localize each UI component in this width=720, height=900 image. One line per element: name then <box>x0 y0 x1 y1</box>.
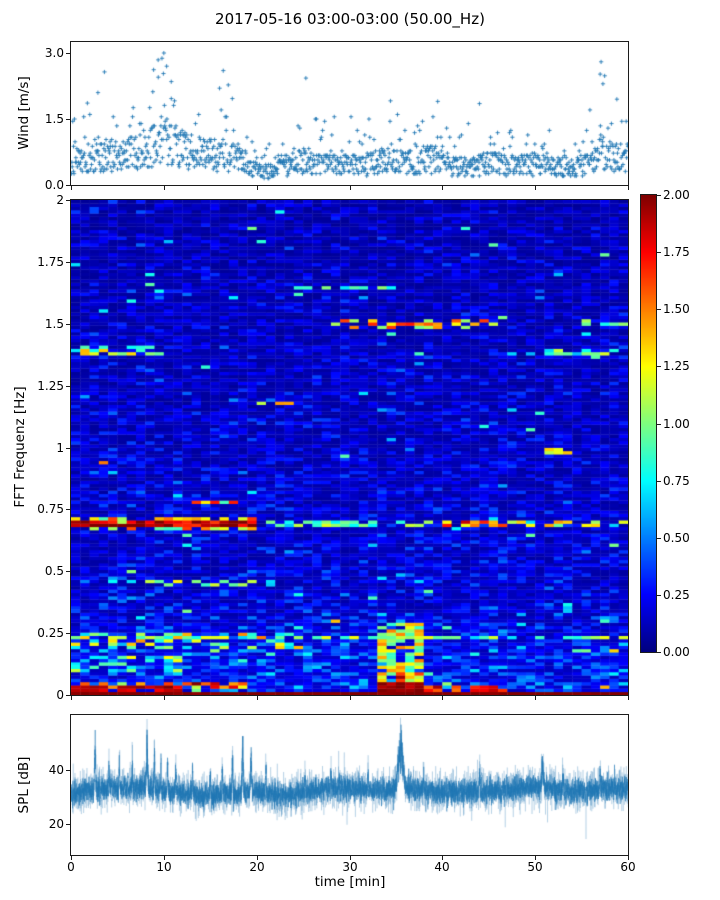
wind-ytick-2: 3.0 <box>44 46 64 60</box>
fft-ytick-6: 1.5 <box>44 317 64 331</box>
spl-line-canvas <box>71 715 628 855</box>
tick-mark <box>257 696 258 700</box>
tick-mark <box>350 186 351 190</box>
chart-title: 2017-05-16 03:00-03:00 (50.00_Hz) <box>215 10 485 28</box>
tick-mark <box>66 386 71 387</box>
xtick-6: 60 <box>620 860 636 874</box>
tick-mark <box>71 186 72 190</box>
tick-mark <box>66 509 71 510</box>
tick-mark <box>66 571 71 572</box>
tick-mark <box>442 186 443 190</box>
wind-axes <box>70 41 629 186</box>
tick-mark <box>66 770 71 771</box>
cb-tick-4: 1.00 <box>663 417 690 431</box>
tick-mark <box>657 652 661 653</box>
tick-mark <box>628 856 629 860</box>
tick-mark <box>628 186 629 190</box>
wind-ylabel: Wind [m/s] <box>16 76 32 150</box>
wind-ytick-1: 1.5 <box>44 112 64 126</box>
cb-tick-2: 0.50 <box>663 531 690 545</box>
xtick-4: 40 <box>434 860 450 874</box>
tick-mark <box>71 856 72 860</box>
fft-ytick-4: 1 <box>56 441 64 455</box>
spectrogram-axes <box>70 199 629 696</box>
spectrogram-ylabel: FFT Frequenz [Hz] <box>12 386 28 508</box>
fft-ytick-1: 0.25 <box>37 626 64 640</box>
tick-mark <box>164 696 165 700</box>
tick-mark <box>164 186 165 190</box>
tick-mark <box>66 633 71 634</box>
tick-mark <box>66 324 71 325</box>
cb-tick-0: 0.00 <box>663 645 690 659</box>
tick-mark <box>66 824 71 825</box>
spl-ytick-1: 40 <box>48 763 64 777</box>
x-axis-label: time [min] <box>314 874 386 890</box>
tick-mark <box>657 595 661 596</box>
tick-mark <box>66 53 71 54</box>
xtick-3: 30 <box>342 860 358 874</box>
tick-mark <box>66 185 71 186</box>
tick-mark <box>66 695 71 696</box>
tick-mark <box>66 262 71 263</box>
colorbar-canvas <box>641 195 656 652</box>
tick-mark <box>442 696 443 700</box>
tick-mark <box>71 696 72 700</box>
cb-tick-3: 0.75 <box>663 474 690 488</box>
tick-mark <box>657 481 661 482</box>
tick-mark <box>257 856 258 860</box>
fft-ytick-7: 1.75 <box>37 255 64 269</box>
wind-scatter-canvas <box>71 42 628 185</box>
fft-ytick-2: 0.5 <box>44 564 64 578</box>
tick-mark <box>535 856 536 860</box>
tick-mark <box>657 195 661 196</box>
tick-mark <box>535 186 536 190</box>
cb-tick-6: 1.50 <box>663 302 690 316</box>
tick-mark <box>350 696 351 700</box>
spl-ytick-0: 20 <box>48 817 64 831</box>
tick-mark <box>257 186 258 190</box>
tick-mark <box>535 696 536 700</box>
spectrogram-canvas <box>71 200 628 695</box>
cb-tick-8: 2.00 <box>663 188 690 202</box>
tick-mark <box>657 309 661 310</box>
cb-tick-5: 1.25 <box>663 359 690 373</box>
xtick-2: 20 <box>249 860 265 874</box>
tick-mark <box>657 252 661 253</box>
tick-mark <box>442 856 443 860</box>
cb-tick-1: 0.25 <box>663 588 690 602</box>
tick-mark <box>628 696 629 700</box>
wind-ytick-0: 0.0 <box>44 178 64 192</box>
spl-ylabel: SPL [dB] <box>16 756 32 814</box>
tick-mark <box>657 538 661 539</box>
tick-mark <box>657 424 661 425</box>
cb-tick-7: 1.75 <box>663 245 690 259</box>
fft-ytick-3: 0.75 <box>37 502 64 516</box>
fft-ytick-5: 1.25 <box>37 379 64 393</box>
tick-mark <box>66 119 71 120</box>
xtick-0: 0 <box>67 860 75 874</box>
colorbar <box>640 194 657 653</box>
tick-mark <box>350 856 351 860</box>
xtick-5: 50 <box>527 860 543 874</box>
tick-mark <box>66 448 71 449</box>
tick-mark <box>657 366 661 367</box>
fft-ytick-0: 0 <box>56 688 64 702</box>
spl-axes <box>70 714 629 856</box>
tick-mark <box>66 200 71 201</box>
fft-ytick-8: 2 <box>56 193 64 207</box>
xtick-1: 10 <box>156 860 172 874</box>
tick-mark <box>164 856 165 860</box>
